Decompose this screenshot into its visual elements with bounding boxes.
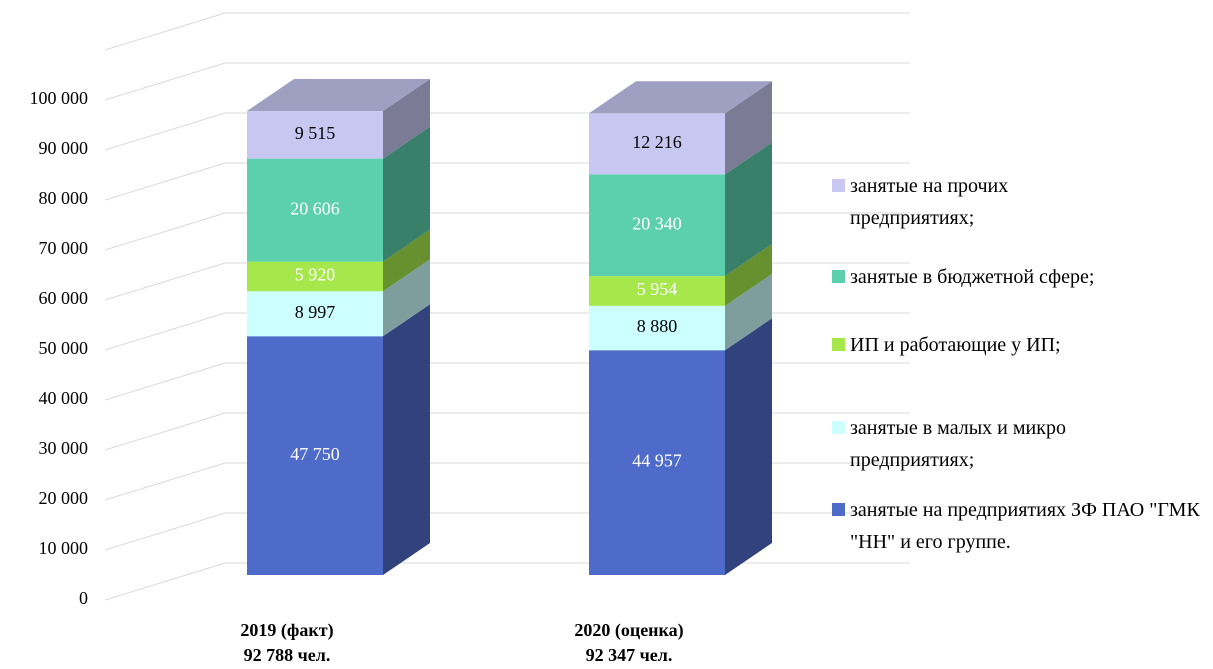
bar [589,174,725,277]
grid-line [104,262,226,301]
bar-side [725,273,772,351]
bar [589,350,725,575]
grid-line [104,112,226,151]
grid-line [104,462,226,501]
bar-side [383,126,430,262]
bar-top [589,81,772,114]
legend-label: ИП и работающие у ИП; [850,334,1061,356]
value-label: 20 606 [290,198,340,218]
x-tick-sublabel: 92 347 чел. [586,645,673,665]
y-tick-label: 60 000 [39,288,89,308]
y-tick-label: 20 000 [39,488,89,508]
bar [247,111,383,159]
bar [589,113,725,175]
y-tick-label: 70 000 [39,238,89,258]
bar-side [383,79,430,159]
grid-line [104,562,226,601]
value-label: 9 515 [295,123,336,143]
grid-line [104,312,226,351]
x-tick-sublabel: 92 788 чел. [244,645,331,665]
legend-item: занятые в малых и микро предприятиях; [832,412,1150,476]
bar [247,291,383,337]
y-tick-label: 50 000 [39,338,89,358]
y-tick-label: 100 000 [30,88,89,108]
bar-side [725,244,772,306]
grid-line [104,212,226,251]
y-tick-label: 30 000 [39,438,89,458]
grid-line [104,412,226,451]
grid-line [104,512,226,551]
legend-label: занятые на прочих предприятиях; [850,175,1009,229]
legend-item: занятые на предприятиях ЗФ ПАО "ГМК "НН"… [832,494,1213,558]
value-label: 5 920 [295,265,336,285]
legend-swatch [832,270,845,283]
bar [589,305,725,351]
grid-line [104,62,226,101]
bar [247,158,383,262]
bar-side [383,304,430,575]
legend-label: занятые в малых и микро предприятиях; [850,417,1066,471]
bar-side [725,142,772,277]
x-tick-label: 2019 (факт) [240,620,333,641]
legend-label: занятые на предприятиях ЗФ ПАО "ГМК "НН"… [850,499,1200,553]
value-label: 5 954 [637,279,678,299]
bar [247,261,383,292]
value-label: 44 957 [632,451,682,471]
y-tick-label: 40 000 [39,388,89,408]
y-tick-label: 0 [79,588,88,608]
x-tick-label: 2020 (оценка) [574,620,683,641]
bar-side [725,81,772,175]
y-tick-label: 10 000 [39,538,89,558]
legend-item: занятые в бюджетной сфере; [832,261,1213,293]
bar-side [383,229,430,292]
legend-swatch [832,179,845,192]
grid-line [104,362,226,401]
grid-line [104,162,226,201]
grid-line [104,12,226,51]
value-label: 47 750 [290,444,340,464]
value-label: 20 340 [632,213,682,233]
value-label: 12 216 [632,132,682,152]
legend-swatch [832,421,845,434]
y-tick-label: 80 000 [39,188,89,208]
legend-item: занятые на прочих предприятиях; [832,170,1060,234]
legend-item: ИП и работающие у ИП; [832,329,1213,361]
value-label: 8 880 [637,316,678,336]
bar [247,336,383,575]
bar-side [383,259,430,337]
legend-swatch [832,338,845,351]
bar-side [725,318,772,575]
legend-swatch [832,503,845,516]
value-label: 8 997 [295,302,336,322]
legend-label: занятые в бюджетной сфере; [850,266,1095,288]
bar-top [247,79,430,112]
y-tick-label: 90 000 [39,138,89,158]
bar [589,276,725,306]
